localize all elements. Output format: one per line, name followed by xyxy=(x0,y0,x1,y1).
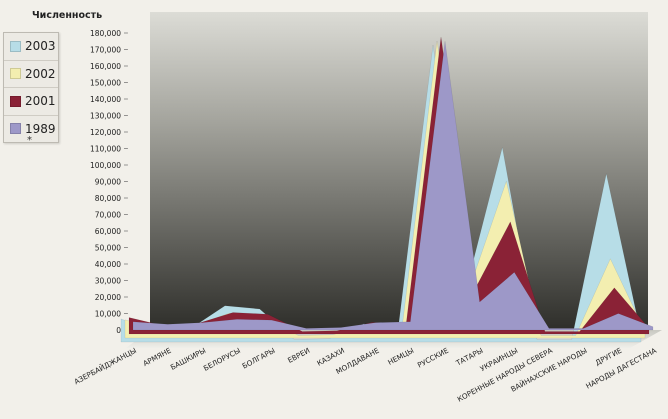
legend-label-2002: 2002 xyxy=(25,66,56,81)
y-tick-label: 50,000 xyxy=(95,244,121,253)
y-tick-label: 40,000 xyxy=(95,260,121,269)
x-tick-label: АЗЕРБАЙДЖАНЦЫ xyxy=(73,346,138,386)
legend-item-1989: 1989 xyxy=(4,114,58,143)
legend-swatch-2001 xyxy=(10,95,21,107)
y-tick-label: 90,000 xyxy=(95,178,121,187)
y-axis-title: Численность xyxy=(32,10,103,21)
series-layer xyxy=(120,36,654,343)
legend-label-2001: 2001 xyxy=(25,94,56,109)
legend: 2003 2002 2001 1989 * xyxy=(3,32,59,146)
y-tick-label: 160,000 xyxy=(90,62,121,71)
y-tick-label: 20,000 xyxy=(95,293,121,302)
legend-swatch-2003 xyxy=(10,40,21,52)
y-tick-label: 140,000 xyxy=(90,95,121,104)
y-tick-label: 100,000 xyxy=(90,161,121,170)
y-tick-label: 170,000 xyxy=(90,46,121,55)
legend-swatch-1989 xyxy=(10,123,21,135)
legend-label-2003: 2003 xyxy=(25,39,56,54)
y-tick-label: 80,000 xyxy=(95,194,121,203)
y-tick-label: 110,000 xyxy=(90,145,121,154)
y-tick-label: 10,000 xyxy=(95,310,121,319)
legend-asterisk: * xyxy=(27,135,32,146)
y-tick-label: 180,000 xyxy=(90,29,121,38)
y-tick-label: 130,000 xyxy=(90,112,121,121)
x-tick-label: БОЛГАРЫ xyxy=(241,346,277,371)
legend-item-2003: 2003 xyxy=(4,33,58,60)
x-tick-label: БАШКИРЫ xyxy=(169,346,207,372)
y-tick-label: 150,000 xyxy=(90,79,121,88)
x-axis-labels: АЗЕРБАЙДЖАНЦЫ АРМЯНЕБАШКИРЫБЕЛОРУСЫБОЛГАР… xyxy=(73,346,658,404)
y-tick-label: 30,000 xyxy=(95,277,121,286)
legend-swatch-2002 xyxy=(10,68,21,80)
legend-item-2001: 2001 xyxy=(4,87,58,115)
y-tick-label: 0 xyxy=(116,326,121,335)
chart-back-wall xyxy=(150,12,648,330)
y-tick-label: 120,000 xyxy=(90,128,121,137)
x-tick-label: ЕВРЕИ xyxy=(286,346,311,365)
x-tick-label: РУССКИЕ xyxy=(416,346,450,370)
legend-item-2002: 2002 xyxy=(4,59,58,88)
x-tick-label: НЕМЦЫ xyxy=(386,346,415,367)
series-area-1989 xyxy=(132,41,654,331)
legend-label-1989: 1989 xyxy=(25,121,56,136)
y-tick-label: 60,000 xyxy=(95,227,121,236)
x-tick-label: БЕЛОРУСЫ xyxy=(202,346,242,373)
y-axis: 0 10,000 20,000 30,000 40,000 50,000 60,000 70,… xyxy=(90,29,128,335)
y-tick-label: 70,000 xyxy=(95,211,121,220)
